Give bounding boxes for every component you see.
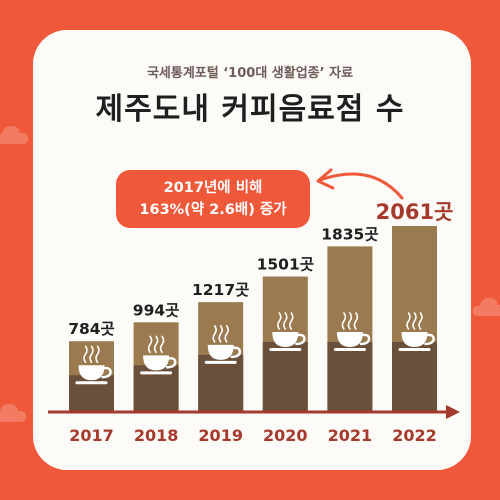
cloud-icon [0, 126, 29, 144]
value-label-2019: 1217곳 [192, 281, 249, 299]
bar-group-2018: 994곳 2018 [133, 301, 180, 445]
growth-callout: 2017년에 비해 163%(약 2.6배) 증가 [116, 170, 310, 228]
value-label-2020: 1501곳 [257, 256, 314, 274]
year-label-2017: 2017 [69, 426, 114, 445]
bar-group-2017: 784곳 2017 [68, 320, 115, 445]
year-label-2019: 2019 [198, 426, 243, 445]
bar-base-2019 [198, 354, 244, 412]
bar-base-2021 [327, 342, 373, 412]
bar-group-2019: 1217곳 2019 [192, 281, 249, 445]
coffee-cup-icon [269, 312, 306, 351]
subtitle: 국세통계포털 ‘100대 생활업종’ 자료 [146, 66, 354, 81]
bar-base-2022 [392, 342, 437, 412]
coffee-cup-icon [75, 345, 112, 385]
callout-line-1: 2017년에 비해 [163, 180, 263, 196]
x-axis-arrow [446, 405, 460, 419]
cloud-icon [0, 404, 27, 422]
page-title: 제주도내 커피음료점 수 [95, 92, 405, 127]
curved-arrow-icon [318, 172, 404, 200]
value-label-2021: 1835곳 [321, 225, 378, 243]
coffee-cup-icon [204, 325, 242, 364]
bar-group-2022: 2061곳 2022 [376, 200, 454, 445]
bar-group-2021: 1835곳 2021 [321, 225, 378, 445]
bar-base-2017 [69, 375, 114, 412]
year-label-2021: 2021 [328, 426, 373, 445]
cloud-icon [472, 298, 500, 316]
bar-group-2020: 1501곳 2020 [257, 256, 314, 445]
value-label-2022: 2061곳 [376, 200, 454, 224]
value-label-2018: 994곳 [133, 301, 180, 319]
year-label-2018: 2018 [134, 426, 179, 445]
callout-line-2: 163%(약 2.6배) 증가 [139, 202, 287, 218]
coffee-cup-icon [140, 335, 177, 375]
bar-base-2020 [262, 342, 308, 412]
coffee-cup-icon [333, 312, 371, 351]
year-label-2022: 2022 [392, 426, 437, 445]
year-label-2020: 2020 [263, 426, 308, 445]
coffee-cup-icon [398, 312, 435, 351]
curved-arrow-head [316, 168, 335, 190]
value-label-2017: 784곳 [68, 320, 115, 338]
